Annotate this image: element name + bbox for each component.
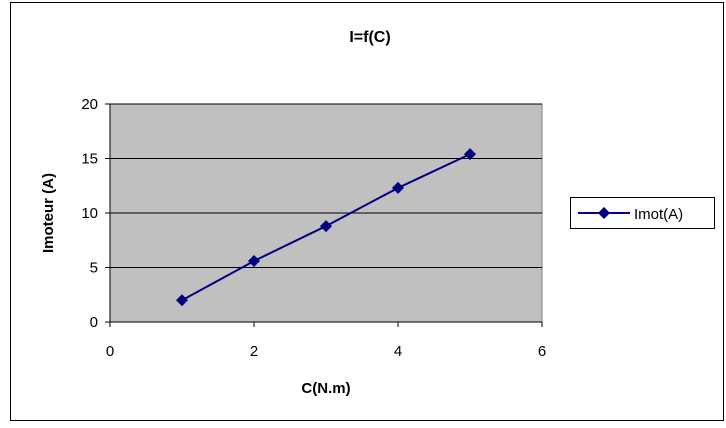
data-point-0-3: [392, 181, 404, 194]
legend: Imot(A): [570, 197, 715, 229]
data-point-0-0: [176, 294, 188, 307]
x-axis-label: C(N.m): [301, 380, 350, 397]
data-point-0-1: [248, 254, 260, 267]
series-layer: [176, 148, 476, 307]
x-tick-label-0: 0: [106, 343, 114, 360]
y-axis: 0 5 10 15 20: [81, 96, 111, 331]
y-tick-label-10: 10: [81, 205, 98, 222]
y-tick-label-20: 20: [81, 96, 98, 113]
x-tick-label-2: 2: [250, 343, 258, 360]
legend-label-imot: Imot(A): [634, 206, 683, 223]
y-tick-label-15: 15: [81, 151, 98, 168]
x-tick-label-4: 4: [394, 343, 402, 360]
legend-diamond-marker: [598, 207, 610, 219]
y-axis-label: Imoteur (A): [40, 173, 57, 253]
x-axis: 0 2 4 6: [106, 321, 546, 360]
x-tick-label-6: 6: [538, 343, 546, 360]
data-point-0-2: [320, 220, 332, 233]
data-point-0-4: [464, 148, 476, 161]
chart-title: I=f(C): [349, 29, 390, 46]
y-tick-label-0: 0: [90, 314, 98, 331]
y-tick-label-5: 5: [90, 260, 98, 277]
